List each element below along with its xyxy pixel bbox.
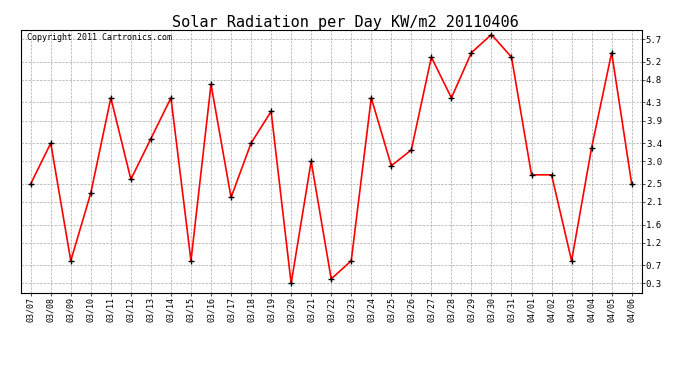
Text: Copyright 2011 Cartronics.com: Copyright 2011 Cartronics.com [27, 33, 172, 42]
Text: Solar Radiation per Day KW/m2 20110406: Solar Radiation per Day KW/m2 20110406 [172, 15, 518, 30]
